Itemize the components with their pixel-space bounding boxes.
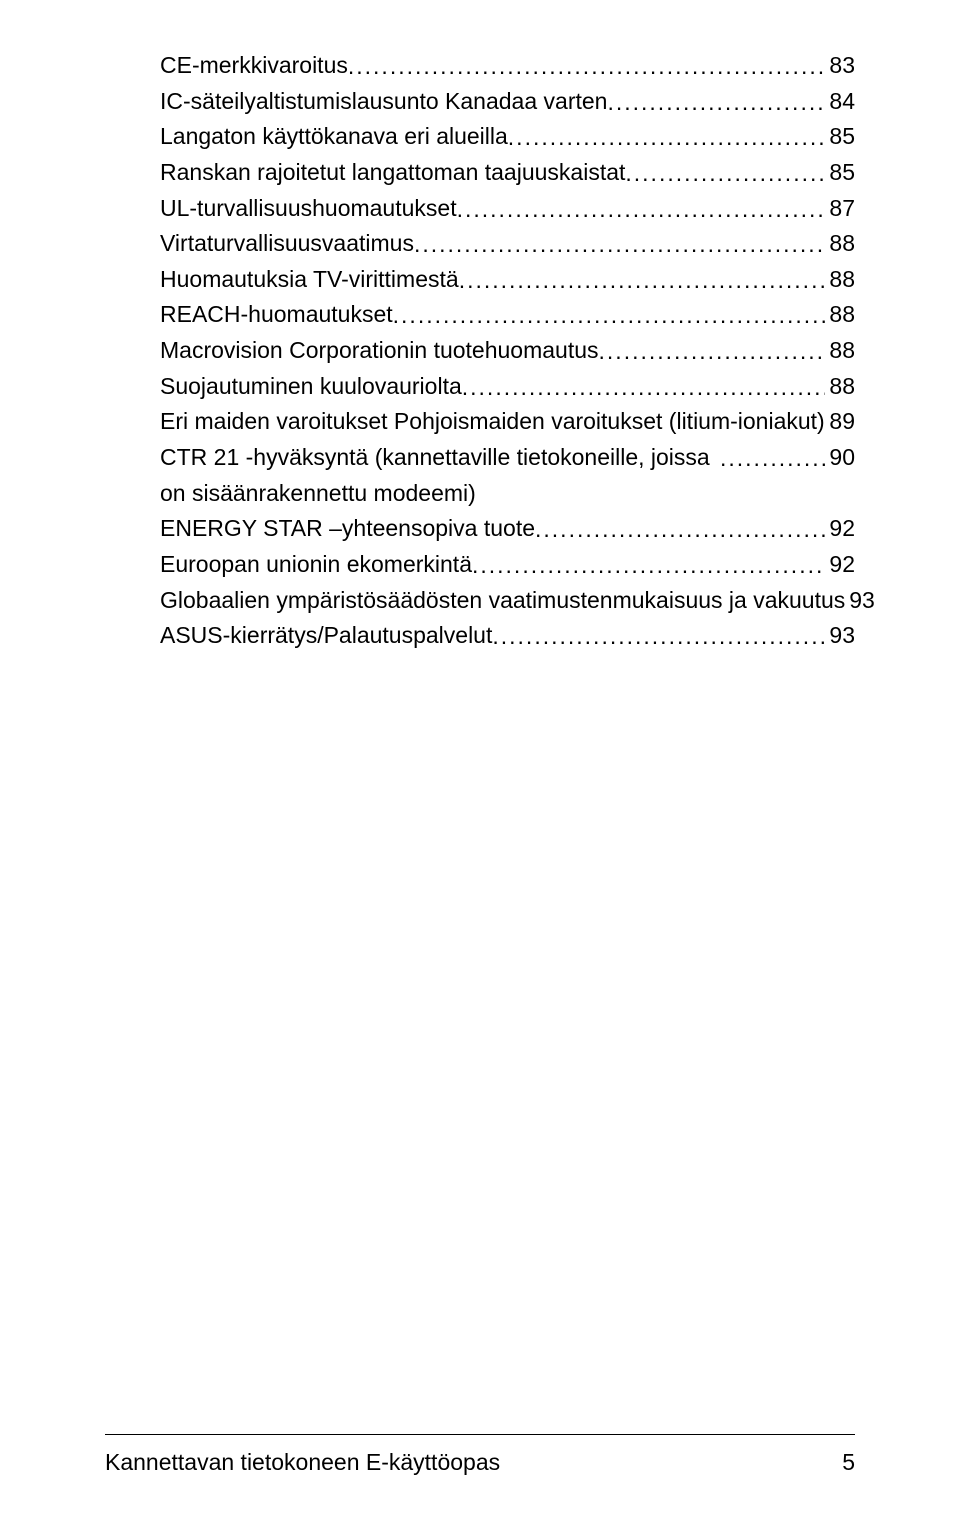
toc-entry: Globaalien ympäristösäädösten vaatimuste… — [160, 583, 855, 619]
toc-leader — [825, 405, 826, 441]
toc-label: Virtaturvallisuusvaatimus — [160, 226, 414, 262]
toc-page-number: 88 — [825, 262, 855, 298]
toc-label: Euroopan unionin ekomerkintä — [160, 547, 472, 583]
toc-leader — [508, 120, 826, 156]
toc-leader — [625, 156, 825, 192]
toc-page-number: 92 — [825, 547, 855, 583]
toc-page-number: 93 — [845, 583, 875, 619]
toc-label: REACH-huomautukset — [160, 297, 393, 333]
toc-leader — [393, 298, 826, 334]
toc-entry: ASUS-kierrätys/Palautuspalvelut 93 — [160, 618, 855, 654]
toc-label: UL-turvallisuushuomautukset — [160, 191, 457, 227]
toc-entry: Huomautuksia TV-virittimestä 88 — [160, 262, 855, 298]
toc-leader — [535, 512, 825, 548]
toc-label: IC-säteilyaltistumislausunto Kanadaa var… — [160, 84, 607, 120]
footer-page-number: 5 — [842, 1449, 855, 1476]
toc-entry: Langaton käyttökanava eri alueilla 85 — [160, 119, 855, 155]
toc-leader — [457, 192, 826, 228]
toc-page-number: 89 — [825, 404, 855, 440]
toc-leader — [462, 370, 826, 406]
toc-entry: IC-säteilyaltistumislausunto Kanadaa var… — [160, 84, 855, 120]
toc-entry: Virtaturvallisuusvaatimus 88 — [160, 226, 855, 262]
toc-leader — [492, 619, 825, 655]
toc-entry: ENERGY STAR –yhteensopiva tuote 92 — [160, 511, 855, 547]
toc-label: Suojautuminen kuulovauriolta — [160, 369, 462, 405]
toc-page-number: 87 — [825, 191, 855, 227]
toc-page-number: 88 — [825, 333, 855, 369]
toc-leader — [472, 548, 825, 584]
page-footer: Kannettavan tietokoneen E-käyttöopas 5 — [105, 1434, 855, 1476]
toc-page-number: 84 — [825, 84, 855, 120]
toc-page-number: 85 — [825, 155, 855, 191]
toc-leader — [459, 263, 826, 299]
toc-leader — [599, 334, 826, 370]
toc-entry: UL-turvallisuushuomautukset 87 — [160, 191, 855, 227]
toc-label: Eri maiden varoitukset Pohjoismaiden var… — [160, 404, 825, 440]
toc-entry: Euroopan unionin ekomerkintä 92 — [160, 547, 855, 583]
toc-entry: REACH-huomautukset 88 — [160, 297, 855, 333]
toc-page-number: 88 — [825, 297, 855, 333]
toc-label: ENERGY STAR –yhteensopiva tuote — [160, 511, 535, 547]
toc-page-number: 92 — [825, 511, 855, 547]
toc-label: Ranskan rajoitetut langattoman taajuuska… — [160, 155, 625, 191]
toc-label: CTR 21 -hyväksyntä (kannettaville tietok… — [160, 440, 720, 511]
toc-label: ASUS-kierrätys/Palautuspalvelut — [160, 618, 492, 654]
toc-entry: Ranskan rajoitetut langattoman taajuuska… — [160, 155, 855, 191]
toc-label: CE-merkkivaroitus — [160, 48, 348, 84]
toc-page-number: 93 — [825, 618, 855, 654]
toc-leader — [607, 85, 825, 121]
toc-entry: Macrovision Corporationin tuotehuomautus… — [160, 333, 855, 369]
toc-label: Langaton käyttökanava eri alueilla — [160, 119, 508, 155]
toc-page-number: 83 — [825, 48, 855, 84]
toc-entry: Eri maiden varoitukset Pohjoismaiden var… — [160, 404, 855, 440]
toc-label: Huomautuksia TV-virittimestä — [160, 262, 459, 298]
toc-label: Macrovision Corporationin tuotehuomautus — [160, 333, 599, 369]
table-of-contents: CE-merkkivaroitus 83 IC-säteilyaltistumisl… — [160, 48, 855, 654]
footer-title: Kannettavan tietokoneen E-käyttöopas — [105, 1449, 500, 1476]
toc-entry: CE-merkkivaroitus 83 — [160, 48, 855, 84]
toc-leader — [414, 227, 825, 263]
page: CE-merkkivaroitus 83 IC-säteilyaltistumisl… — [0, 0, 960, 1536]
toc-page-number: 88 — [825, 369, 855, 405]
toc-label: Globaalien ympäristösäädösten vaatimuste… — [160, 583, 845, 619]
toc-page-number: 88 — [825, 226, 855, 262]
toc-leader — [348, 49, 826, 85]
toc-entry: CTR 21 -hyväksyntä (kannettaville tietok… — [160, 440, 855, 511]
toc-page-number: 90 — [825, 440, 855, 476]
toc-entry: Suojautuminen kuulovauriolta 88 — [160, 369, 855, 405]
toc-leader — [720, 441, 825, 477]
toc-page-number: 85 — [825, 119, 855, 155]
